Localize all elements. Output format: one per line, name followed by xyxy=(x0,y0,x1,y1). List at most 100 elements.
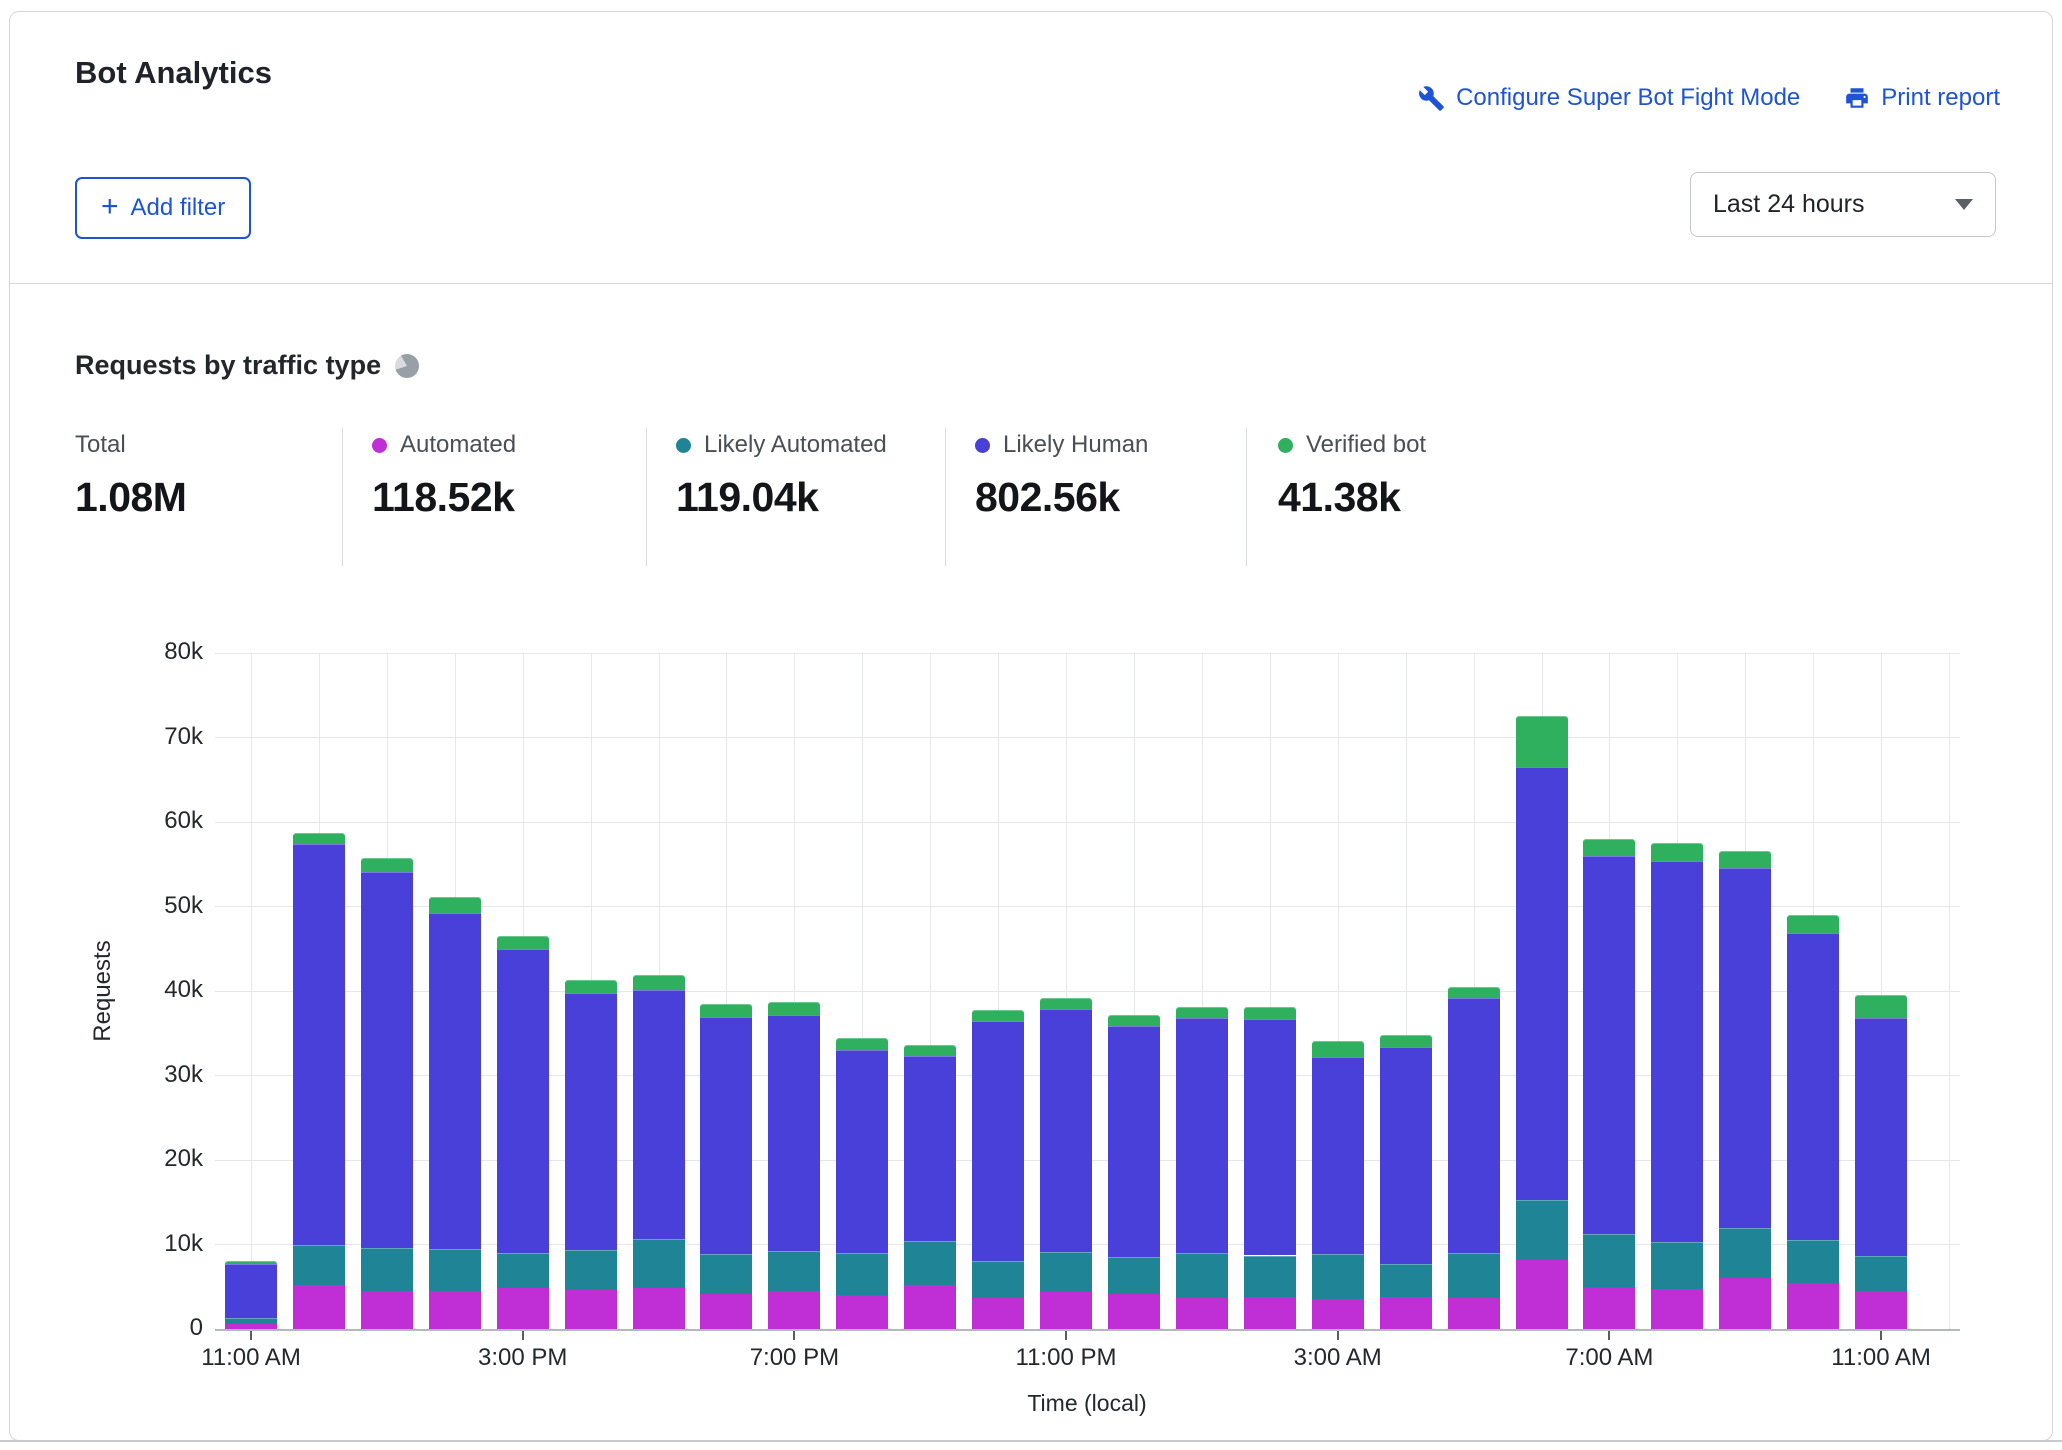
bar-segment-verified-bot[interactable] xyxy=(972,1010,1024,1021)
bar-segment-likely-human[interactable] xyxy=(429,913,481,1249)
bar-segment-likely-automated[interactable] xyxy=(1516,1200,1568,1260)
bar-segment-likely-human[interactable] xyxy=(1176,1018,1228,1253)
bar-segment-automated[interactable] xyxy=(1448,1298,1500,1329)
bar-segment-automated[interactable] xyxy=(700,1294,752,1329)
bar-segment-verified-bot[interactable] xyxy=(633,975,685,990)
bar-segment-verified-bot[interactable] xyxy=(768,1002,820,1015)
bar-segment-automated[interactable] xyxy=(1312,1299,1364,1329)
bar-segment-automated[interactable] xyxy=(497,1288,549,1329)
bar-segment-likely-human[interactable] xyxy=(361,872,413,1248)
bar-segment-likely-automated[interactable] xyxy=(1651,1242,1703,1289)
bar-segment-likely-automated[interactable] xyxy=(1719,1228,1771,1279)
bar-segment-automated[interactable] xyxy=(1651,1288,1703,1329)
bar-segment-verified-bot[interactable] xyxy=(1651,843,1703,861)
bar-segment-likely-human[interactable] xyxy=(1380,1047,1432,1264)
bar-segment-likely-human[interactable] xyxy=(1244,1019,1296,1256)
bar-segment-verified-bot[interactable] xyxy=(1040,998,1092,1009)
bar-segment-likely-human[interactable] xyxy=(972,1021,1024,1262)
bar-segment-verified-bot[interactable] xyxy=(1380,1035,1432,1047)
bar-segment-verified-bot[interactable] xyxy=(904,1045,956,1056)
time-range-select[interactable]: Last 24 hours xyxy=(1690,172,1996,237)
bar-segment-likely-human[interactable] xyxy=(1448,998,1500,1253)
bar-segment-likely-human[interactable] xyxy=(225,1264,277,1318)
bar-segment-automated[interactable] xyxy=(361,1291,413,1329)
bar-segment-verified-bot[interactable] xyxy=(836,1038,888,1050)
bar-segment-likely-automated[interactable] xyxy=(1380,1264,1432,1297)
bar-segment-likely-human[interactable] xyxy=(836,1050,888,1253)
bar-segment-automated[interactable] xyxy=(1719,1278,1771,1329)
bar-segment-likely-human[interactable] xyxy=(565,993,617,1251)
bar-segment-verified-bot[interactable] xyxy=(1108,1015,1160,1026)
bar-segment-verified-bot[interactable] xyxy=(429,897,481,913)
bar-segment-likely-human[interactable] xyxy=(293,844,345,1245)
bar-segment-likely-automated[interactable] xyxy=(700,1254,752,1295)
bar-segment-likely-automated[interactable] xyxy=(836,1253,888,1295)
bar-segment-verified-bot[interactable] xyxy=(1719,851,1771,868)
bar-segment-likely-automated[interactable] xyxy=(972,1261,1024,1297)
bar-segment-verified-bot[interactable] xyxy=(1448,987,1500,998)
bar-segment-likely-automated[interactable] xyxy=(497,1253,549,1288)
bar-segment-likely-human[interactable] xyxy=(700,1017,752,1254)
bar-segment-likely-human[interactable] xyxy=(768,1015,820,1252)
bar-segment-verified-bot[interactable] xyxy=(225,1261,277,1264)
bar-segment-verified-bot[interactable] xyxy=(1176,1007,1228,1018)
bar-segment-automated[interactable] xyxy=(1516,1260,1568,1329)
bar-segment-likely-human[interactable] xyxy=(633,990,685,1238)
bar-segment-likely-human[interactable] xyxy=(1583,856,1635,1235)
bar-segment-automated[interactable] xyxy=(565,1290,617,1329)
bar-segment-likely-automated[interactable] xyxy=(1244,1256,1296,1297)
bar-segment-verified-bot[interactable] xyxy=(1312,1041,1364,1057)
bar-segment-verified-bot[interactable] xyxy=(1583,839,1635,856)
bar-segment-likely-automated[interactable] xyxy=(1787,1240,1839,1283)
bar-segment-likely-human[interactable] xyxy=(1108,1026,1160,1258)
bar-segment-likely-automated[interactable] xyxy=(633,1239,685,1289)
bar-segment-verified-bot[interactable] xyxy=(1787,915,1839,933)
bar-segment-likely-human[interactable] xyxy=(1516,767,1568,1200)
bar-segment-likely-automated[interactable] xyxy=(1583,1234,1635,1286)
bar-segment-automated[interactable] xyxy=(633,1288,685,1329)
bar-segment-likely-automated[interactable] xyxy=(293,1245,345,1286)
configure-super-bot-fight-mode-link[interactable]: Configure Super Bot Fight Mode xyxy=(1418,84,1800,112)
bar-segment-automated[interactable] xyxy=(1787,1283,1839,1329)
bar-segment-likely-human[interactable] xyxy=(1719,868,1771,1228)
bar-segment-likely-human[interactable] xyxy=(1651,861,1703,1242)
bar-segment-verified-bot[interactable] xyxy=(361,858,413,872)
bar-segment-automated[interactable] xyxy=(1855,1291,1907,1329)
bar-segment-automated[interactable] xyxy=(1380,1297,1432,1329)
bar-segment-automated[interactable] xyxy=(1176,1298,1228,1329)
bar-segment-verified-bot[interactable] xyxy=(700,1004,752,1018)
add-filter-button[interactable]: + Add filter xyxy=(75,177,251,239)
bar-segment-automated[interactable] xyxy=(768,1291,820,1329)
print-report-link[interactable]: Print report xyxy=(1844,84,2000,112)
bar-segment-automated[interactable] xyxy=(836,1295,888,1329)
bar-segment-likely-automated[interactable] xyxy=(1108,1257,1160,1294)
bar-segment-likely-human[interactable] xyxy=(1312,1057,1364,1254)
bar-segment-automated[interactable] xyxy=(1108,1294,1160,1329)
bar-segment-likely-human[interactable] xyxy=(1040,1009,1092,1252)
bar-segment-automated[interactable] xyxy=(293,1285,345,1329)
bar-segment-verified-bot[interactable] xyxy=(1855,995,1907,1018)
bar-segment-verified-bot[interactable] xyxy=(1244,1007,1296,1019)
bar-segment-likely-human[interactable] xyxy=(904,1056,956,1241)
bar-segment-verified-bot[interactable] xyxy=(565,980,617,993)
bar-segment-likely-human[interactable] xyxy=(497,949,549,1253)
bar-segment-likely-automated[interactable] xyxy=(565,1250,617,1290)
bar-segment-automated[interactable] xyxy=(1040,1292,1092,1329)
bar-segment-likely-automated[interactable] xyxy=(1448,1253,1500,1298)
bar-segment-automated[interactable] xyxy=(904,1285,956,1329)
bar-segment-verified-bot[interactable] xyxy=(1516,716,1568,768)
bar-segment-likely-automated[interactable] xyxy=(1176,1253,1228,1298)
bar-segment-automated[interactable] xyxy=(1244,1297,1296,1329)
bar-segment-likely-automated[interactable] xyxy=(1040,1252,1092,1292)
bar-segment-automated[interactable] xyxy=(225,1324,277,1329)
bar-segment-likely-automated[interactable] xyxy=(225,1318,277,1324)
bar-segment-likely-human[interactable] xyxy=(1787,933,1839,1241)
bar-segment-automated[interactable] xyxy=(972,1298,1024,1329)
bar-segment-likely-automated[interactable] xyxy=(904,1241,956,1285)
bar-segment-automated[interactable] xyxy=(429,1291,481,1329)
bar-segment-automated[interactable] xyxy=(1583,1287,1635,1329)
bar-segment-verified-bot[interactable] xyxy=(293,833,345,844)
bar-segment-likely-automated[interactable] xyxy=(1312,1254,1364,1299)
bar-segment-likely-automated[interactable] xyxy=(429,1249,481,1291)
bar-segment-likely-automated[interactable] xyxy=(1855,1256,1907,1291)
